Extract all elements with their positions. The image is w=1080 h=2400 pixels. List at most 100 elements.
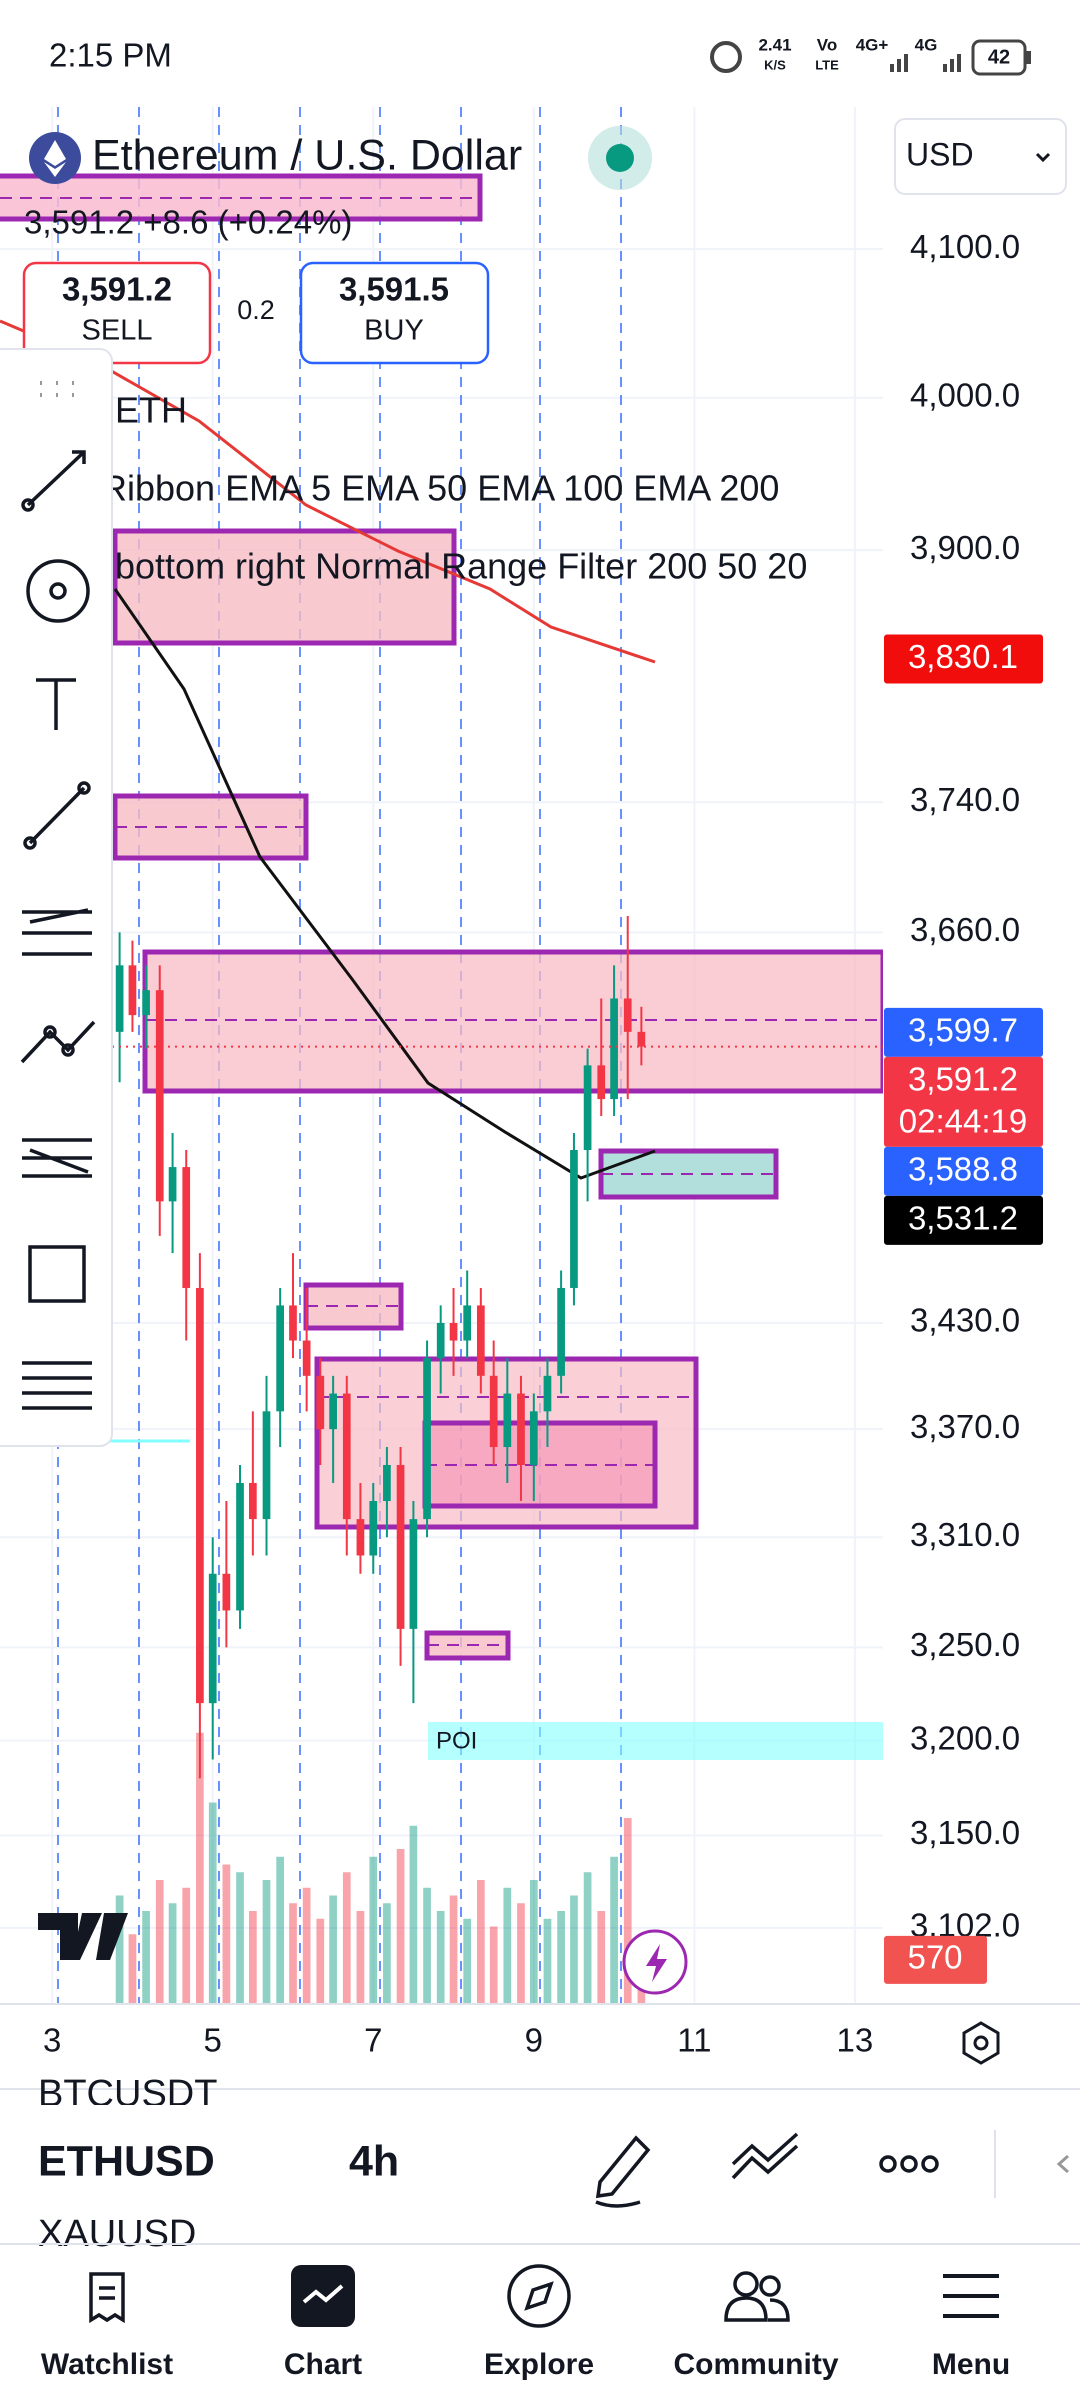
menu-icon[interactable] xyxy=(943,2274,999,2318)
volume-bar xyxy=(236,1872,244,2004)
price-countdown: 02:44:19 xyxy=(899,1103,1027,1140)
candle-body xyxy=(517,1393,525,1465)
candle-body xyxy=(436,1322,445,1359)
more-button[interactable] xyxy=(879,2155,939,2173)
volume-bar xyxy=(369,1856,378,2004)
interval[interactable]: 4h xyxy=(349,2137,399,2185)
volume-bar xyxy=(289,1903,297,2004)
x-axis: 3 5 7 9 11 13 xyxy=(43,2022,873,2059)
candle-body xyxy=(128,965,137,1016)
price-tag xyxy=(884,1146,1043,1196)
price-tag-label: 3,599.7 xyxy=(908,1012,1018,1049)
volume-bar xyxy=(276,1856,285,2004)
x-tick-label: 9 xyxy=(525,2022,543,2059)
volume-bar xyxy=(302,1887,311,2004)
candle-body xyxy=(142,990,150,1016)
volume-tag-label: 570 xyxy=(907,1939,962,1976)
buy-button[interactable] xyxy=(299,261,490,365)
symbol-title: Ethereum / U.S. Dollar xyxy=(92,131,522,179)
volume-bar xyxy=(610,1856,618,2004)
x-tick-label: 3 xyxy=(43,2022,61,2059)
volume-bar xyxy=(423,1887,431,2004)
volume-bar xyxy=(222,1864,231,2004)
community-icon[interactable] xyxy=(724,2271,790,2322)
volume-bar xyxy=(356,1911,365,2004)
dropdown-chevron xyxy=(1035,152,1051,163)
volume-bar xyxy=(115,1895,124,2004)
candle-body xyxy=(115,965,124,1032)
buy-price: 3,591.5 xyxy=(339,271,449,308)
y-tick-label: 3,660.0 xyxy=(910,911,1020,948)
volume-bar xyxy=(436,1911,445,2004)
nav-chart[interactable]: Chart xyxy=(284,2348,362,2381)
volume-bar xyxy=(182,1887,191,2004)
volume-bar xyxy=(249,1911,257,2004)
y-tick-label: 3,900.0 xyxy=(910,529,1020,566)
chart-icon-line xyxy=(302,2284,344,2304)
volume-bar xyxy=(529,1880,538,2004)
currency-select[interactable] xyxy=(894,118,1067,195)
collapse-button[interactable] xyxy=(1056,2154,1069,2174)
candle-body xyxy=(610,998,618,1100)
candle-body xyxy=(449,1322,458,1341)
volume-bar xyxy=(383,1903,391,2004)
nav-menu[interactable]: Menu xyxy=(932,2348,1010,2381)
candle-body xyxy=(476,1305,485,1376)
axis-labels: 4,100.0 4,000.0 3,900.0 3,740.0 3,660.0 3,430… xyxy=(910,228,1020,1944)
y-tick-label: 4,100.0 xyxy=(910,228,1020,265)
volume-bar xyxy=(396,1849,405,2004)
y-tick-label: 3,430.0 xyxy=(910,1302,1020,1339)
symbol[interactable]: ETHUSD xyxy=(38,2137,215,2185)
candle-body xyxy=(423,1358,431,1520)
draw-button[interactable] xyxy=(595,2135,651,2208)
settings-icon[interactable] xyxy=(962,2021,1000,2065)
quote-line: 3,591.2 +8.6 (+0.24%) xyxy=(24,204,352,241)
candle-body xyxy=(168,1167,177,1202)
price-tag-label: 3,591.2 xyxy=(908,1061,1018,1098)
candle-body xyxy=(623,998,632,1032)
ema-black xyxy=(113,588,656,1180)
explore-icon[interactable] xyxy=(507,2264,571,2328)
nav-community[interactable]: Community xyxy=(674,2348,839,2381)
candle-body xyxy=(409,1519,418,1629)
battery-level: 42 xyxy=(988,46,1010,68)
candle-body xyxy=(196,1287,204,1704)
nav-watchlist[interactable]: Watchlist xyxy=(41,2348,173,2381)
settings-icon-core xyxy=(973,2035,989,2051)
x-tick-label: 13 xyxy=(837,2022,874,2059)
explore-needle xyxy=(524,2281,554,2311)
candle-body xyxy=(637,1031,646,1047)
indicators-button[interactable] xyxy=(731,2132,799,2180)
next-symbol[interactable]: XAUUSD xyxy=(38,2213,196,2255)
buy-label: BUY xyxy=(364,315,424,347)
sell-price: 3,591.2 xyxy=(62,271,172,308)
candle-body xyxy=(503,1393,512,1448)
candle-body xyxy=(356,1519,365,1556)
volume-bar xyxy=(196,1732,204,2004)
drawing-tools xyxy=(20,381,96,1410)
nav-explore[interactable]: Explore xyxy=(484,2348,594,2381)
y-tick-label: 3,200.0 xyxy=(910,1719,1020,1756)
drawing-toolbar xyxy=(0,348,113,1447)
grid xyxy=(0,107,883,2004)
candle-body xyxy=(383,1464,391,1502)
volume-bar xyxy=(142,1911,150,2004)
volume-bar xyxy=(449,1895,458,2004)
candle-body xyxy=(222,1573,231,1611)
volume-bar xyxy=(597,1911,606,2004)
battery xyxy=(971,39,1027,76)
sell-button[interactable] xyxy=(22,261,212,365)
volume-bar xyxy=(262,1880,271,2004)
candle-body xyxy=(369,1501,378,1556)
candle-body xyxy=(302,1340,311,1376)
battery-tip xyxy=(1026,51,1031,64)
price-tag xyxy=(884,1195,1043,1245)
volume-bar xyxy=(329,1895,337,2004)
volume-bar xyxy=(128,1934,137,2004)
poi-band xyxy=(428,1722,883,1760)
signal-bars xyxy=(890,54,961,72)
volume-bar xyxy=(316,1918,325,2004)
watchlist-icon[interactable] xyxy=(89,2272,125,2324)
